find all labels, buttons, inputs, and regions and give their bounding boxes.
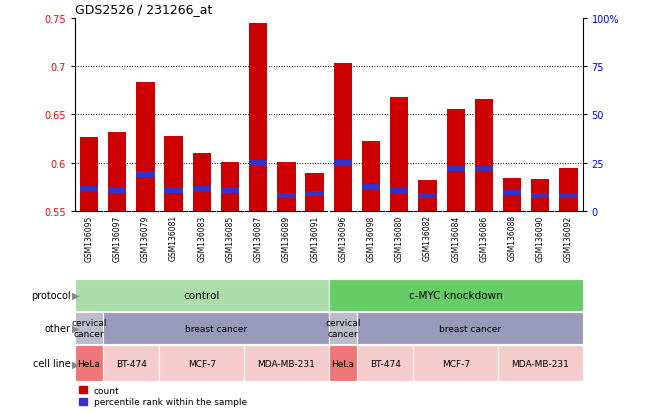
Bar [531,180,549,211]
Bar [75,346,103,381]
Text: other: other [44,323,70,333]
Text: HeLa: HeLa [77,359,100,368]
Text: GDS2526 / 231266_at: GDS2526 / 231266_at [75,3,212,16]
Text: MDA-MB-231: MDA-MB-231 [512,359,569,368]
Bar [362,185,380,190]
Text: cell line: cell line [33,358,70,368]
Bar [277,193,296,199]
Text: control: control [184,290,220,300]
Bar [475,166,493,172]
Bar [249,160,268,166]
Bar [362,142,380,211]
Text: GSM136090: GSM136090 [536,215,545,261]
Text: breast cancer: breast cancer [185,324,247,333]
Bar [159,346,244,381]
Text: GSM136089: GSM136089 [282,215,291,261]
Bar [165,188,183,193]
Bar [305,174,324,211]
Text: protocol: protocol [31,290,70,300]
Bar [75,280,329,311]
Bar [108,133,126,211]
Text: GSM136098: GSM136098 [367,215,376,261]
Bar [193,186,211,192]
Text: GSM136097: GSM136097 [113,215,122,261]
Bar [357,346,413,381]
Bar [221,162,239,211]
Text: MCF-7: MCF-7 [441,359,470,368]
Bar [503,189,521,195]
Bar [447,110,465,211]
Bar [277,162,296,211]
Bar [334,64,352,211]
Bar [329,346,357,381]
Text: GSM136082: GSM136082 [423,215,432,261]
Bar [165,136,183,211]
Text: GSM136080: GSM136080 [395,215,404,261]
Text: cervical
cancer: cervical cancer [71,319,107,338]
Text: GSM136083: GSM136083 [197,215,206,261]
Text: GSM136091: GSM136091 [310,215,319,261]
Bar [498,346,583,381]
Text: GSM136088: GSM136088 [508,215,517,261]
Text: GSM136087: GSM136087 [254,215,263,261]
Text: GSM136081: GSM136081 [169,215,178,261]
Bar [103,346,159,381]
Bar [80,137,98,211]
Text: GSM136096: GSM136096 [339,215,348,261]
Legend: count, percentile rank within the sample: count, percentile rank within the sample [79,386,247,406]
Bar [475,100,493,211]
Text: c-MYC knockdown: c-MYC knockdown [409,290,503,300]
Bar [193,154,211,211]
Bar [136,172,154,178]
Bar [357,313,583,344]
Bar [244,346,329,381]
Text: ▶: ▶ [72,358,79,368]
Text: MDA-MB-231: MDA-MB-231 [258,359,315,368]
Text: breast cancer: breast cancer [439,324,501,333]
Bar [329,313,357,344]
Bar [221,188,239,193]
Text: HeLa: HeLa [331,359,354,368]
Text: GSM136092: GSM136092 [564,215,573,261]
Bar [249,24,268,211]
Bar [503,179,521,211]
Bar [108,188,126,193]
Bar [413,346,498,381]
Bar [419,193,437,199]
Bar [447,166,465,172]
Text: GSM136084: GSM136084 [451,215,460,261]
Bar [531,193,549,199]
Text: BT-474: BT-474 [116,359,146,368]
Text: BT-474: BT-474 [370,359,400,368]
Bar [419,180,437,211]
Text: ▶: ▶ [72,290,79,300]
Bar [75,313,103,344]
Text: GSM136086: GSM136086 [479,215,488,261]
Bar [334,160,352,166]
Bar [559,193,577,199]
Text: MCF-7: MCF-7 [187,359,216,368]
Bar [559,169,577,211]
Bar [329,280,583,311]
Bar [103,313,329,344]
Bar [390,188,408,194]
Text: ▶: ▶ [72,323,79,333]
Text: cervical
cancer: cervical cancer [325,319,361,338]
Text: GSM136079: GSM136079 [141,215,150,261]
Bar [390,97,408,211]
Bar [136,83,154,211]
Text: GSM136095: GSM136095 [85,215,94,261]
Bar [80,186,98,192]
Bar [305,191,324,197]
Text: GSM136085: GSM136085 [225,215,234,261]
